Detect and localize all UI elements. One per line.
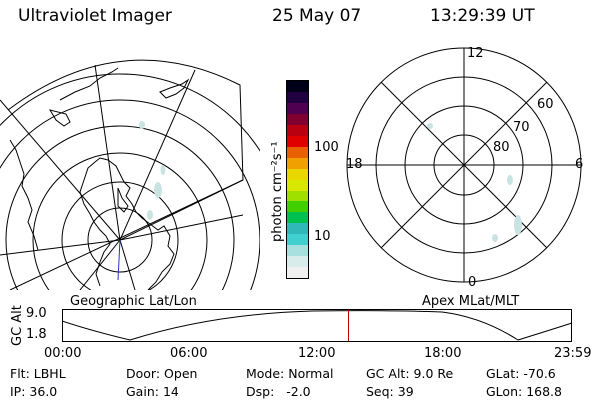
colorbar-unit-label: photon cm⁻²s⁻¹ xyxy=(270,141,285,242)
geographic-caption: Geographic Lat/Lon xyxy=(70,294,197,309)
colorbar-tick-10: 10 xyxy=(314,229,331,244)
colorbar-swatch xyxy=(287,201,308,213)
timeline-ytick-low: 1.8 xyxy=(26,327,47,342)
timeline-xtick-0600: 06:00 xyxy=(170,346,208,361)
aurora-smudges-mag xyxy=(427,123,522,242)
colorbar-swatch xyxy=(287,267,308,278)
colorbar-swatch xyxy=(287,190,308,202)
colorbar-swatch xyxy=(287,92,308,103)
magnetic-map xyxy=(346,47,582,283)
geographic-map xyxy=(0,59,260,290)
instrument-title: Ultraviolet Imager xyxy=(18,6,172,26)
mlt-label-18: 18 xyxy=(346,157,363,172)
colorbar-swatch xyxy=(287,103,308,114)
colorbar-swatch xyxy=(287,124,308,136)
magnetic-caption: Apex MLat/MLT xyxy=(422,294,520,309)
aurora-smudges xyxy=(139,121,166,220)
date-label: 25 May 07 xyxy=(272,6,362,26)
mlt-label-6: 6 xyxy=(575,157,584,172)
status-dsp: Dsp: -2.0 xyxy=(246,384,311,399)
colorbar-swatch xyxy=(287,146,308,158)
colorbar-swatch xyxy=(287,157,308,169)
colorbar-swatch xyxy=(287,245,308,257)
status-flt: Flt: LBHL xyxy=(10,366,66,381)
timeline-axis-label: GC Alt xyxy=(10,305,25,346)
colorbar-swatch xyxy=(287,223,308,235)
status-gain: Gain: 14 xyxy=(126,384,179,399)
mlat-label-60: 60 xyxy=(537,97,554,112)
timeline-ytick-high: 9.0 xyxy=(26,306,47,321)
colorbar-swatch xyxy=(287,234,308,246)
colorbar-swatch xyxy=(287,179,308,191)
status-door: Door: Open xyxy=(126,366,198,381)
status-ip: IP: 36.0 xyxy=(10,384,58,399)
coastlines xyxy=(9,67,190,290)
status-mode: Mode: Normal xyxy=(246,366,334,381)
mlt-label-0: 0 xyxy=(468,275,477,290)
ground-track xyxy=(117,239,121,281)
timeline-xtick-0000: 00:00 xyxy=(44,346,82,361)
colorbar xyxy=(286,80,309,279)
timeline-xtick-1800: 18:00 xyxy=(424,346,462,361)
status-glon: GLon: 168.8 xyxy=(486,384,562,399)
status-glat: GLat: -70.6 xyxy=(486,366,556,381)
mlat-label-80: 80 xyxy=(493,140,510,155)
mlt-lines xyxy=(347,48,581,282)
status-gc-alt: GC Alt: 9.0 Re xyxy=(366,366,454,381)
timeline-xtick-2359: 23:59 xyxy=(554,346,592,361)
colorbar-tick-100: 100 xyxy=(314,140,339,155)
latitude-rings xyxy=(0,73,260,290)
mlt-label-12: 12 xyxy=(467,46,484,61)
longitude-lines xyxy=(0,64,244,290)
colorbar-swatch xyxy=(287,212,308,224)
colorbar-swatch xyxy=(287,256,308,268)
time-label: 13:29:39 UT xyxy=(430,6,535,26)
colorbar-swatch xyxy=(287,113,308,125)
colorbar-swatch xyxy=(287,135,308,147)
colorbar-swatch xyxy=(287,168,308,180)
colorbar-swatch xyxy=(287,81,308,93)
altitude-timeline xyxy=(62,309,573,342)
timeline-xtick-1200: 12:00 xyxy=(298,346,336,361)
status-seq: Seq: 39 xyxy=(366,384,414,399)
mlat-label-70: 70 xyxy=(513,120,530,135)
